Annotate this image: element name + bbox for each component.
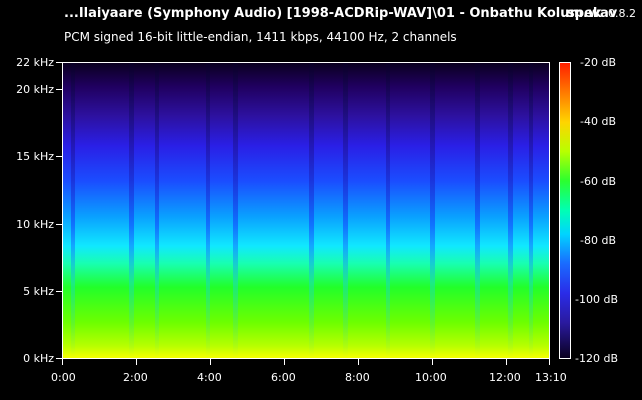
x-tick	[62, 359, 63, 365]
y-tick	[56, 62, 62, 63]
spectral-gap-band	[475, 63, 480, 358]
x-tick	[549, 359, 550, 365]
y-label-5khz: 5 kHz	[23, 285, 54, 298]
y-tick	[56, 358, 62, 359]
spectral-gap-band	[206, 63, 210, 358]
spectral-gap-band	[430, 63, 435, 358]
db-label-40: -40 dB	[580, 115, 616, 128]
x-label-0: 0:00	[51, 371, 76, 384]
app-brand: spek 0.8.2	[567, 6, 636, 21]
x-label-10: 10:00	[415, 371, 447, 384]
spectral-gap-band	[233, 63, 238, 358]
x-tick	[136, 359, 137, 365]
audio-info: PCM signed 16-bit little-endian, 1411 kb…	[64, 30, 457, 44]
spectral-gap-band	[71, 63, 75, 358]
db-label-120: -120 dB	[575, 352, 618, 365]
y-label-10khz: 10 kHz	[16, 218, 54, 231]
spectral-gap-band	[309, 63, 314, 358]
spectral-gap-band	[529, 63, 533, 358]
y-label-15khz: 15 kHz	[16, 150, 54, 163]
db-color-scale	[559, 62, 571, 359]
x-label-4: 4:00	[197, 371, 222, 384]
y-tick	[56, 156, 62, 157]
file-title: ...Ilaiyaare (Symphony Audio) [1998-ACDR…	[64, 6, 618, 21]
y-tick	[56, 224, 62, 225]
x-label-8: 8:00	[345, 371, 370, 384]
spectral-gap-band	[155, 63, 159, 358]
spectral-gap-band	[386, 63, 390, 358]
db-label-80: -80 dB	[580, 234, 616, 247]
db-label-20: -20 dB	[580, 56, 616, 69]
y-tick	[56, 291, 62, 292]
db-label-100: -100 dB	[575, 293, 618, 306]
x-label-6: 6:00	[271, 371, 296, 384]
y-tick	[56, 89, 62, 90]
x-tick	[210, 359, 211, 365]
x-tick	[358, 359, 359, 365]
x-tick	[284, 359, 285, 365]
x-label-end: 13:10	[535, 371, 567, 384]
x-tick	[506, 359, 507, 365]
x-label-2: 2:00	[123, 371, 148, 384]
y-label-20khz: 20 kHz	[16, 83, 54, 96]
y-label-22khz: 22 kHz	[16, 56, 54, 69]
x-label-12: 12:00	[489, 371, 521, 384]
db-label-60: -60 dB	[580, 175, 616, 188]
spectrogram-plot	[62, 62, 550, 359]
spectral-gap-band	[343, 63, 348, 358]
app-version: 0.8.2	[608, 7, 636, 20]
app-name: spek	[566, 6, 602, 21]
y-label-0khz: 0 kHz	[23, 352, 54, 365]
spectral-gap-band	[129, 63, 134, 358]
spectral-gap-band	[508, 63, 513, 358]
x-tick	[432, 359, 433, 365]
